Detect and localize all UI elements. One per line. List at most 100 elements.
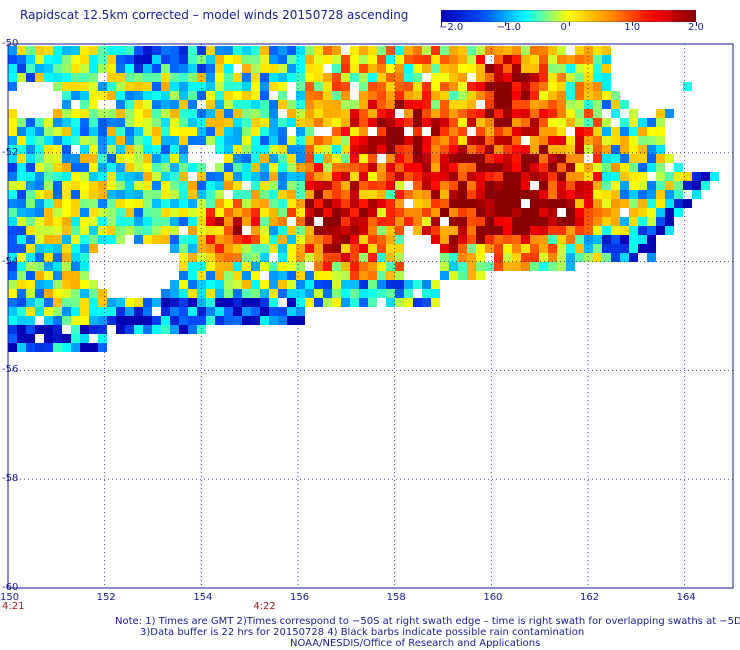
- wind-cell: [224, 244, 233, 253]
- wind-cell: [377, 91, 386, 100]
- wind-cell: [485, 262, 494, 271]
- wind-cell: [260, 181, 269, 190]
- wind-cell: [332, 289, 341, 298]
- wind-cell: [530, 100, 539, 109]
- wind-cell: [62, 334, 71, 343]
- wind-cell: [323, 163, 332, 172]
- wind-cell: [620, 253, 629, 262]
- wind-cell: [512, 235, 521, 244]
- wind-cell: [125, 73, 134, 82]
- wind-cell: [242, 280, 251, 289]
- wind-cell: [332, 199, 341, 208]
- note-line-3: NOAA/NESDIS/Office of Research and Appli…: [290, 638, 541, 649]
- wind-cell: [71, 73, 80, 82]
- wind-cell: [350, 154, 359, 163]
- wind-cell: [116, 163, 125, 172]
- wind-cell: [242, 91, 251, 100]
- wind-cell: [143, 226, 152, 235]
- wind-cell: [620, 226, 629, 235]
- wind-cell: [287, 136, 296, 145]
- wind-cell: [161, 172, 170, 181]
- wind-cell: [116, 181, 125, 190]
- wind-cell: [548, 91, 557, 100]
- wind-cell: [188, 253, 197, 262]
- wind-cell: [224, 199, 233, 208]
- wind-cell: [629, 208, 638, 217]
- wind-cell: [53, 46, 62, 55]
- wind-cell: [512, 190, 521, 199]
- wind-cell: [413, 73, 422, 82]
- wind-cell: [242, 100, 251, 109]
- wind-cell: [494, 217, 503, 226]
- wind-cell: [53, 55, 62, 64]
- wind-cell: [458, 127, 467, 136]
- wind-cell: [359, 82, 368, 91]
- wind-cell: [629, 163, 638, 172]
- wind-cell: [548, 73, 557, 82]
- wind-cell: [539, 145, 548, 154]
- wind-cell: [611, 109, 620, 118]
- wind-cell: [125, 217, 134, 226]
- wind-cell: [314, 145, 323, 154]
- wind-cell: [161, 190, 170, 199]
- wind-cell: [44, 343, 53, 352]
- wind-cell: [287, 316, 296, 325]
- wind-cell: [17, 154, 26, 163]
- wind-cell: [44, 280, 53, 289]
- wind-cell: [260, 73, 269, 82]
- wind-cell: [530, 145, 539, 154]
- wind-cell: [584, 217, 593, 226]
- wind-cell: [215, 280, 224, 289]
- wind-cell: [485, 199, 494, 208]
- wind-cell: [125, 307, 134, 316]
- wind-cell: [35, 289, 44, 298]
- wind-cell: [692, 172, 701, 181]
- wind-cell: [440, 226, 449, 235]
- wind-cell: [413, 190, 422, 199]
- longitude-tick-label: 154: [193, 592, 213, 603]
- wind-cell: [314, 46, 323, 55]
- wind-cell: [197, 118, 206, 127]
- wind-cell: [134, 316, 143, 325]
- wind-cell: [251, 280, 260, 289]
- wind-cell: [233, 226, 242, 235]
- latitude-tick-label: -60: [2, 582, 19, 593]
- wind-cell: [80, 118, 89, 127]
- wind-cell: [260, 217, 269, 226]
- wind-cell: [503, 244, 512, 253]
- wind-cell: [116, 316, 125, 325]
- wind-cell: [233, 253, 242, 262]
- wind-cell: [215, 289, 224, 298]
- wind-cell: [404, 136, 413, 145]
- wind-cell: [242, 298, 251, 307]
- wind-cell: [404, 190, 413, 199]
- wind-cell: [170, 289, 179, 298]
- wind-cell: [170, 298, 179, 307]
- wind-cell: [413, 91, 422, 100]
- wind-cell: [584, 244, 593, 253]
- wind-cell: [62, 235, 71, 244]
- wind-cell: [17, 46, 26, 55]
- wind-cell: [386, 235, 395, 244]
- wind-cell: [332, 55, 341, 64]
- wind-cell: [494, 109, 503, 118]
- wind-cell: [233, 118, 242, 127]
- wind-cell: [404, 280, 413, 289]
- wind-cell: [539, 163, 548, 172]
- wind-cell: [395, 235, 404, 244]
- wind-cell: [215, 190, 224, 199]
- wind-cell: [269, 64, 278, 73]
- wind-cell: [134, 109, 143, 118]
- wind-cell: [98, 172, 107, 181]
- wind-cell: [134, 73, 143, 82]
- wind-cell: [512, 64, 521, 73]
- wind-cell: [314, 235, 323, 244]
- wind-cell: [368, 244, 377, 253]
- wind-cell: [251, 109, 260, 118]
- wind-cell: [125, 118, 134, 127]
- wind-cell: [485, 136, 494, 145]
- wind-cell: [440, 73, 449, 82]
- wind-cell: [575, 199, 584, 208]
- wind-cell: [413, 208, 422, 217]
- wind-cell: [323, 55, 332, 64]
